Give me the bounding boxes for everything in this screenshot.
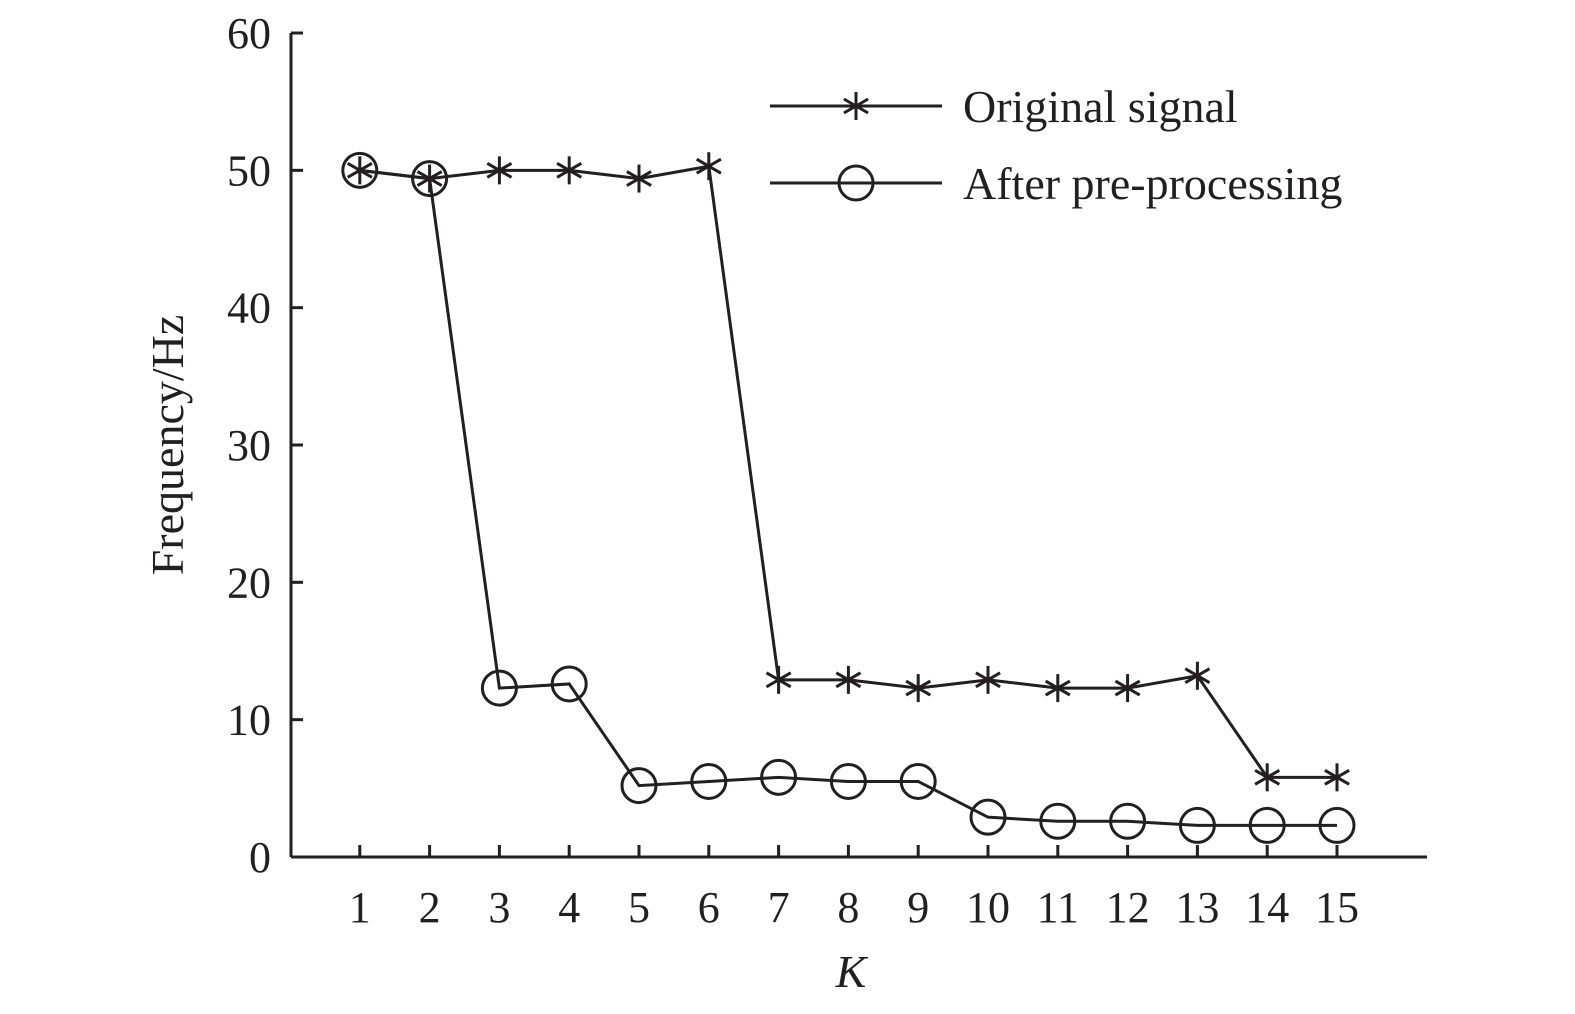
x-tick-label: 5 (628, 883, 650, 932)
y-tick-label: 40 (227, 284, 271, 333)
x-ticks: 1 2 3 4 5 6 7 8 9 10 11 12 13 14 15 (349, 845, 1359, 932)
data-point-circle (341, 151, 379, 189)
x-tick-label: 6 (698, 883, 720, 932)
data-point-circle (1039, 802, 1077, 840)
data-point-circle (1248, 806, 1286, 844)
data-point-star (695, 152, 722, 181)
y-axis-label: Frequency/Hz (142, 315, 193, 576)
legend-label: Original signal (963, 81, 1238, 132)
y-tick-label: 60 (227, 9, 271, 58)
y-tick-label: 50 (227, 146, 271, 195)
data-point-star (486, 156, 513, 185)
data-point-circle (969, 798, 1007, 836)
x-tick-label: 10 (966, 883, 1010, 932)
y-tick-label: 30 (227, 421, 271, 470)
x-tick-label: 4 (558, 883, 580, 932)
data-point-circle (1109, 802, 1147, 840)
data-point-star (835, 665, 862, 694)
data-point-circle (1318, 806, 1356, 844)
legend-label: After pre-processing (963, 158, 1342, 209)
y-tick-label: 10 (227, 696, 271, 745)
series-after-pre-processing (341, 151, 1356, 844)
x-tick-label: 1 (349, 883, 371, 932)
data-point-circle (760, 758, 798, 796)
data-point-circle (620, 767, 658, 805)
data-point-circle (1178, 806, 1216, 844)
data-point-circle (899, 762, 937, 800)
data-point-circle (550, 665, 588, 703)
legend-item: After pre-processing (770, 158, 1342, 209)
data-point-star (905, 674, 932, 703)
series-layer (341, 151, 1356, 844)
data-point-circle (480, 669, 518, 707)
x-tick-label: 2 (419, 883, 441, 932)
data-point-star (1184, 661, 1211, 690)
data-point-star (626, 164, 652, 193)
data-point-circle (690, 762, 728, 800)
data-point-star (1044, 674, 1071, 703)
x-tick-label: 7 (768, 883, 790, 932)
data-point-star (1254, 763, 1281, 792)
x-tick-label: 14 (1245, 883, 1289, 932)
legend: Original signal After pre-processing (770, 81, 1342, 209)
x-tick-label: 15 (1315, 883, 1359, 932)
axes (289, 33, 1427, 859)
legend-circle-marker (837, 164, 875, 202)
series-line (359, 168, 1337, 827)
data-point-star (556, 156, 583, 185)
data-point-star (1114, 674, 1141, 703)
x-tick-label: 12 (1106, 883, 1150, 932)
x-tick-label: 9 (907, 883, 929, 932)
y-ticks: 0 10 20 30 40 50 60 (227, 9, 303, 882)
data-point-star (765, 665, 792, 694)
data-point-star (975, 665, 1001, 694)
data-point-circle (411, 160, 449, 198)
x-tick-label: 13 (1175, 883, 1219, 932)
x-tick-label: 8 (837, 883, 859, 932)
legend-item: Original signal (770, 81, 1238, 132)
series-original-signal (346, 152, 1350, 792)
legend-star-marker (843, 92, 869, 120)
data-point-circle (829, 762, 867, 800)
x-tick-label: 3 (488, 883, 510, 932)
y-tick-label: 20 (227, 558, 271, 607)
data-point-star (1324, 763, 1350, 792)
y-tick-label: 0 (249, 833, 271, 882)
x-axis-label: K (835, 946, 869, 997)
x-tick-label: 11 (1037, 883, 1079, 932)
